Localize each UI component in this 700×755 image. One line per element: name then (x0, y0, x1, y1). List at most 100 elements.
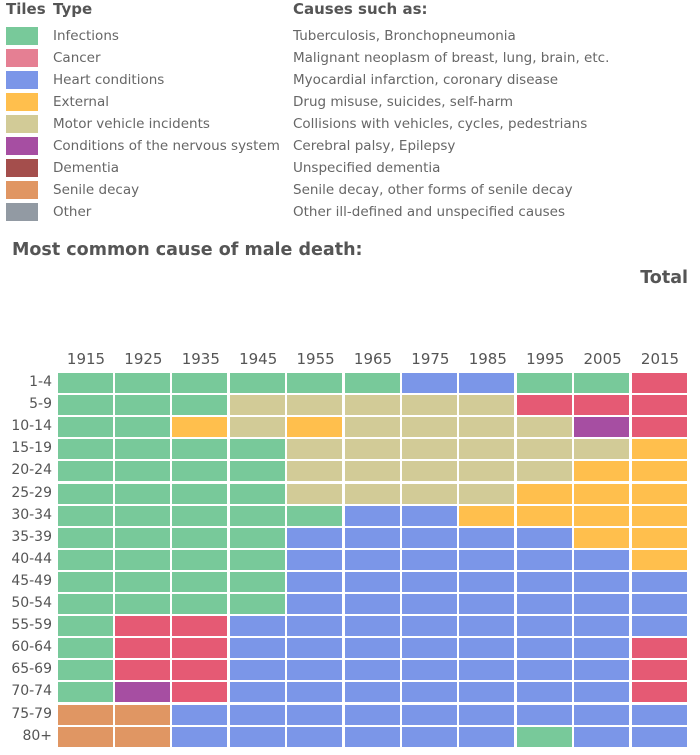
heatmap-cell (344, 704, 400, 725)
chart-subtitle: Total (640, 268, 688, 288)
heatmap-cell (57, 704, 113, 725)
heatmap-cell (344, 660, 400, 681)
heatmap-cell (287, 682, 343, 703)
legend-swatch-S (6, 181, 38, 199)
heatmap-cell (459, 373, 515, 393)
heatmap-cell (344, 439, 400, 460)
heatmap-cell (57, 594, 113, 614)
heatmap-cell (344, 483, 400, 504)
heatmap-cell (287, 571, 343, 592)
heatmap-cell (229, 373, 285, 393)
heatmap-cell (114, 527, 170, 548)
heatmap-cell (574, 726, 630, 747)
heatmap-cell (459, 395, 515, 416)
heatmap-cell (287, 549, 343, 570)
heatmap-cell (287, 594, 343, 614)
heatmap-cell (344, 527, 400, 548)
heatmap-cell (114, 594, 170, 614)
y-tick-label: 65-69 (11, 661, 52, 678)
heatmap-cell (344, 726, 400, 747)
heatmap-cell (516, 704, 572, 725)
heatmap-cell (401, 616, 457, 637)
heatmap-cell (631, 527, 687, 548)
heatmap-cell (172, 726, 228, 747)
heatmap-cell (57, 638, 113, 659)
heatmap-cell (229, 726, 285, 747)
heatmap-cell (57, 682, 113, 703)
heatmap-cell (401, 726, 457, 747)
heatmap-cell (114, 417, 170, 438)
heatmap-cell (516, 638, 572, 659)
heatmap-cell (574, 373, 630, 393)
heatmap-cell (459, 439, 515, 460)
heatmap-cell (574, 638, 630, 659)
legend-causes-header: Causes such as: (293, 0, 428, 18)
heatmap-cell (459, 571, 515, 592)
heatmap-cell (574, 395, 630, 416)
heatmap-cell (344, 638, 400, 659)
heatmap-cell (172, 571, 228, 592)
heatmap-cell (229, 483, 285, 504)
heatmap-cell (229, 395, 285, 416)
heatmap-cell (401, 417, 457, 438)
legend-causes: Unspecified dementia (293, 160, 441, 176)
heatmap-cell (172, 483, 228, 504)
heatmap-cell (114, 704, 170, 725)
heatmap-cell (344, 616, 400, 637)
heatmap-cell (287, 726, 343, 747)
heatmap-cell (287, 417, 343, 438)
heatmap-cell (631, 395, 687, 416)
legend-swatch-N (6, 137, 38, 155)
x-tick-label: 1965 (353, 350, 393, 368)
legend-swatch-D (6, 159, 38, 177)
legend-type: Senile decay (53, 182, 140, 198)
heatmap-cell (229, 682, 285, 703)
y-tick-label: 15-19 (11, 440, 52, 457)
heatmap-cell (229, 439, 285, 460)
heatmap-cell (172, 682, 228, 703)
heatmap-cell (631, 373, 687, 393)
heatmap-cell (172, 395, 228, 416)
heatmap-cell (574, 549, 630, 570)
heatmap-cell (287, 638, 343, 659)
legend-type: Heart conditions (53, 72, 165, 88)
heatmap-cell (459, 616, 515, 637)
heatmap-cell (344, 395, 400, 416)
heatmap-cell (516, 682, 572, 703)
x-tick-label: 2015 (640, 350, 680, 368)
heatmap-cell (401, 527, 457, 548)
legend-swatch-E (6, 93, 38, 111)
heatmap-cell (57, 373, 113, 393)
heatmap-cell (401, 461, 457, 482)
heatmap-cell (516, 461, 572, 482)
heatmap-cell (229, 638, 285, 659)
x-tick-label: 1915 (66, 350, 106, 368)
x-tick-label: 1945 (239, 350, 278, 368)
heatmap-cell (114, 483, 170, 504)
heatmap-cell (516, 660, 572, 681)
heatmap-cell (114, 373, 170, 393)
legend-tiles-header: Tiles (6, 0, 46, 18)
y-tick-label: 45-49 (11, 572, 52, 589)
heatmap-cell (459, 638, 515, 659)
heatmap-cell (114, 638, 170, 659)
legend-type: Other (53, 204, 92, 220)
heatmap-cell (459, 527, 515, 548)
heatmap-cell (114, 616, 170, 637)
y-tick-label: 40-44 (11, 550, 52, 567)
legend-swatch-I (6, 27, 38, 45)
heatmap-cell (344, 682, 400, 703)
legend-causes: Cerebral palsy, Epilepsy (293, 138, 456, 154)
heatmap-cell (57, 439, 113, 460)
heatmap-cell (459, 682, 515, 703)
heatmap-cell (57, 571, 113, 592)
heatmap-cell (57, 505, 113, 526)
legend-causes: Collisions with vehicles, cycles, pedest… (293, 116, 588, 132)
legend-causes: Other ill-defined and unspecified causes (293, 204, 566, 220)
x-tick-label: 1935 (181, 350, 220, 368)
heatmap-cell (401, 594, 457, 614)
y-tick-label: 60-64 (11, 639, 52, 656)
legend-causes: Tuberculosis, Bronchopneumonia (293, 28, 516, 44)
heatmap-cell (229, 505, 285, 526)
heatmap-cell (631, 439, 687, 460)
